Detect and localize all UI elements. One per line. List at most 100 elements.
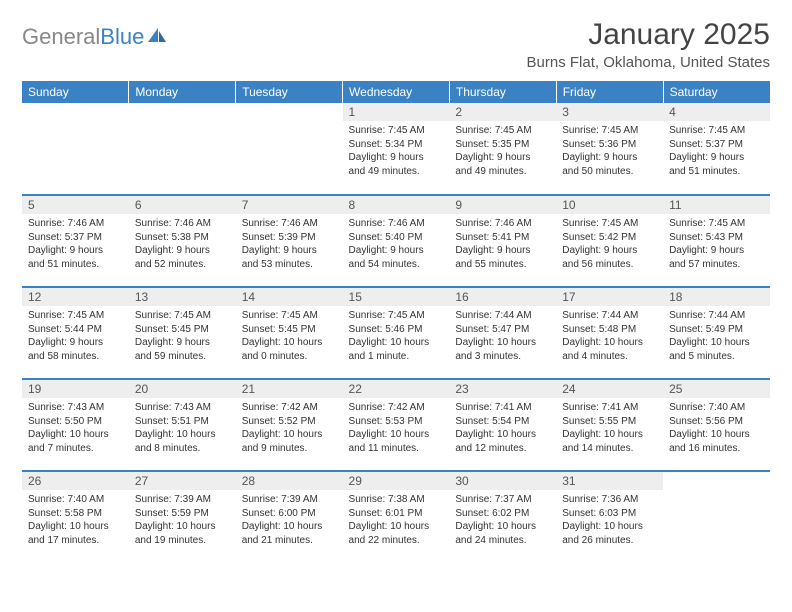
day-number: 8 [343, 196, 450, 214]
day-cell: 17Sunrise: 7:44 AMSunset: 5:48 PMDayligh… [556, 287, 663, 379]
day-body: Sunrise: 7:45 AMSunset: 5:34 PMDaylight:… [343, 121, 450, 182]
day-cell [663, 471, 770, 563]
day-line: Sunrise: 7:45 AM [669, 124, 764, 138]
day-line: Sunset: 5:58 PM [28, 507, 123, 521]
day-line: Sunset: 5:46 PM [349, 323, 444, 337]
day-line: Sunrise: 7:43 AM [135, 401, 230, 415]
day-line: Daylight: 9 hours [349, 244, 444, 258]
day-line: Sunrise: 7:45 AM [28, 309, 123, 323]
day-line: Daylight: 9 hours [242, 244, 337, 258]
day-line: Daylight: 10 hours [562, 336, 657, 350]
day-body: Sunrise: 7:41 AMSunset: 5:54 PMDaylight:… [449, 398, 556, 459]
day-number: 24 [556, 380, 663, 398]
dayhead-thu: Thursday [449, 81, 556, 103]
header: GeneralBlue January 2025 Burns Flat, Okl… [22, 18, 770, 71]
day-body: Sunrise: 7:46 AMSunset: 5:39 PMDaylight:… [236, 214, 343, 275]
day-line: and 55 minutes. [455, 258, 550, 272]
day-cell: 8Sunrise: 7:46 AMSunset: 5:40 PMDaylight… [343, 195, 450, 287]
day-cell: 23Sunrise: 7:41 AMSunset: 5:54 PMDayligh… [449, 379, 556, 471]
day-header-row: Sunday Monday Tuesday Wednesday Thursday… [22, 81, 770, 103]
day-cell: 20Sunrise: 7:43 AMSunset: 5:51 PMDayligh… [129, 379, 236, 471]
day-cell: 13Sunrise: 7:45 AMSunset: 5:45 PMDayligh… [129, 287, 236, 379]
day-number: 11 [663, 196, 770, 214]
day-number: 2 [449, 103, 556, 121]
day-line: and 58 minutes. [28, 350, 123, 364]
day-line: and 9 minutes. [242, 442, 337, 456]
day-cell: 25Sunrise: 7:40 AMSunset: 5:56 PMDayligh… [663, 379, 770, 471]
day-line: Sunrise: 7:37 AM [455, 493, 550, 507]
day-line: and 4 minutes. [562, 350, 657, 364]
day-line: and 5 minutes. [669, 350, 764, 364]
day-number: 23 [449, 380, 556, 398]
day-line: Daylight: 9 hours [135, 336, 230, 350]
day-cell: 27Sunrise: 7:39 AMSunset: 5:59 PMDayligh… [129, 471, 236, 563]
day-cell: 2Sunrise: 7:45 AMSunset: 5:35 PMDaylight… [449, 103, 556, 195]
day-line: Sunrise: 7:41 AM [455, 401, 550, 415]
location: Burns Flat, Oklahoma, United States [527, 54, 770, 71]
day-line: and 49 minutes. [455, 165, 550, 179]
day-body: Sunrise: 7:43 AMSunset: 5:50 PMDaylight:… [22, 398, 129, 459]
day-cell: 1Sunrise: 7:45 AMSunset: 5:34 PMDaylight… [343, 103, 450, 195]
day-line: and 53 minutes. [242, 258, 337, 272]
day-line: Sunset: 5:47 PM [455, 323, 550, 337]
day-line: and 52 minutes. [135, 258, 230, 272]
day-body: Sunrise: 7:46 AMSunset: 5:37 PMDaylight:… [22, 214, 129, 275]
day-number: 10 [556, 196, 663, 214]
day-line: Sunset: 5:38 PM [135, 231, 230, 245]
day-body: Sunrise: 7:46 AMSunset: 5:40 PMDaylight:… [343, 214, 450, 275]
day-body: Sunrise: 7:41 AMSunset: 5:55 PMDaylight:… [556, 398, 663, 459]
day-line: Daylight: 10 hours [562, 428, 657, 442]
day-line: Daylight: 9 hours [455, 244, 550, 258]
day-line: Sunrise: 7:39 AM [135, 493, 230, 507]
day-line: Sunset: 5:48 PM [562, 323, 657, 337]
day-line: and 16 minutes. [669, 442, 764, 456]
day-line: Sunrise: 7:46 AM [28, 217, 123, 231]
day-line: Sunrise: 7:45 AM [349, 124, 444, 138]
day-cell: 14Sunrise: 7:45 AMSunset: 5:45 PMDayligh… [236, 287, 343, 379]
day-line: Sunset: 5:36 PM [562, 138, 657, 152]
day-body: Sunrise: 7:45 AMSunset: 5:45 PMDaylight:… [129, 306, 236, 367]
day-cell: 30Sunrise: 7:37 AMSunset: 6:02 PMDayligh… [449, 471, 556, 563]
day-number: 29 [343, 472, 450, 490]
day-number: 5 [22, 196, 129, 214]
day-cell: 28Sunrise: 7:39 AMSunset: 6:00 PMDayligh… [236, 471, 343, 563]
day-number: 19 [22, 380, 129, 398]
day-cell: 29Sunrise: 7:38 AMSunset: 6:01 PMDayligh… [343, 471, 450, 563]
day-line: Daylight: 10 hours [242, 336, 337, 350]
day-line: Sunset: 5:50 PM [28, 415, 123, 429]
day-number: 7 [236, 196, 343, 214]
week-row: 26Sunrise: 7:40 AMSunset: 5:58 PMDayligh… [22, 471, 770, 563]
day-line: Sunrise: 7:40 AM [669, 401, 764, 415]
day-body: Sunrise: 7:44 AMSunset: 5:47 PMDaylight:… [449, 306, 556, 367]
day-cell: 18Sunrise: 7:44 AMSunset: 5:49 PMDayligh… [663, 287, 770, 379]
day-body: Sunrise: 7:42 AMSunset: 5:53 PMDaylight:… [343, 398, 450, 459]
dayhead-tue: Tuesday [236, 81, 343, 103]
page: GeneralBlue January 2025 Burns Flat, Okl… [0, 0, 792, 563]
day-line: Daylight: 9 hours [669, 151, 764, 165]
logo-text-blue: Blue [100, 24, 144, 50]
day-number: 30 [449, 472, 556, 490]
day-line: and 56 minutes. [562, 258, 657, 272]
day-number: 18 [663, 288, 770, 306]
day-number: 20 [129, 380, 236, 398]
month-title: January 2025 [527, 18, 770, 52]
day-line: and 3 minutes. [455, 350, 550, 364]
day-line: and 57 minutes. [669, 258, 764, 272]
day-line: Sunrise: 7:44 AM [455, 309, 550, 323]
day-line: Daylight: 9 hours [349, 151, 444, 165]
day-body: Sunrise: 7:37 AMSunset: 6:02 PMDaylight:… [449, 490, 556, 551]
day-line: Daylight: 9 hours [562, 151, 657, 165]
day-line: Sunset: 5:51 PM [135, 415, 230, 429]
day-line: Sunrise: 7:39 AM [242, 493, 337, 507]
day-line: Daylight: 10 hours [669, 428, 764, 442]
day-line: Sunrise: 7:46 AM [135, 217, 230, 231]
logo-text-gray: General [22, 24, 100, 50]
title-block: January 2025 Burns Flat, Oklahoma, Unite… [527, 18, 770, 71]
day-line: Sunrise: 7:38 AM [349, 493, 444, 507]
day-line: Sunrise: 7:40 AM [28, 493, 123, 507]
day-line: Sunset: 5:40 PM [349, 231, 444, 245]
day-line: Daylight: 10 hours [455, 336, 550, 350]
day-line: and 12 minutes. [455, 442, 550, 456]
day-number: 6 [129, 196, 236, 214]
day-line: Sunrise: 7:45 AM [562, 124, 657, 138]
